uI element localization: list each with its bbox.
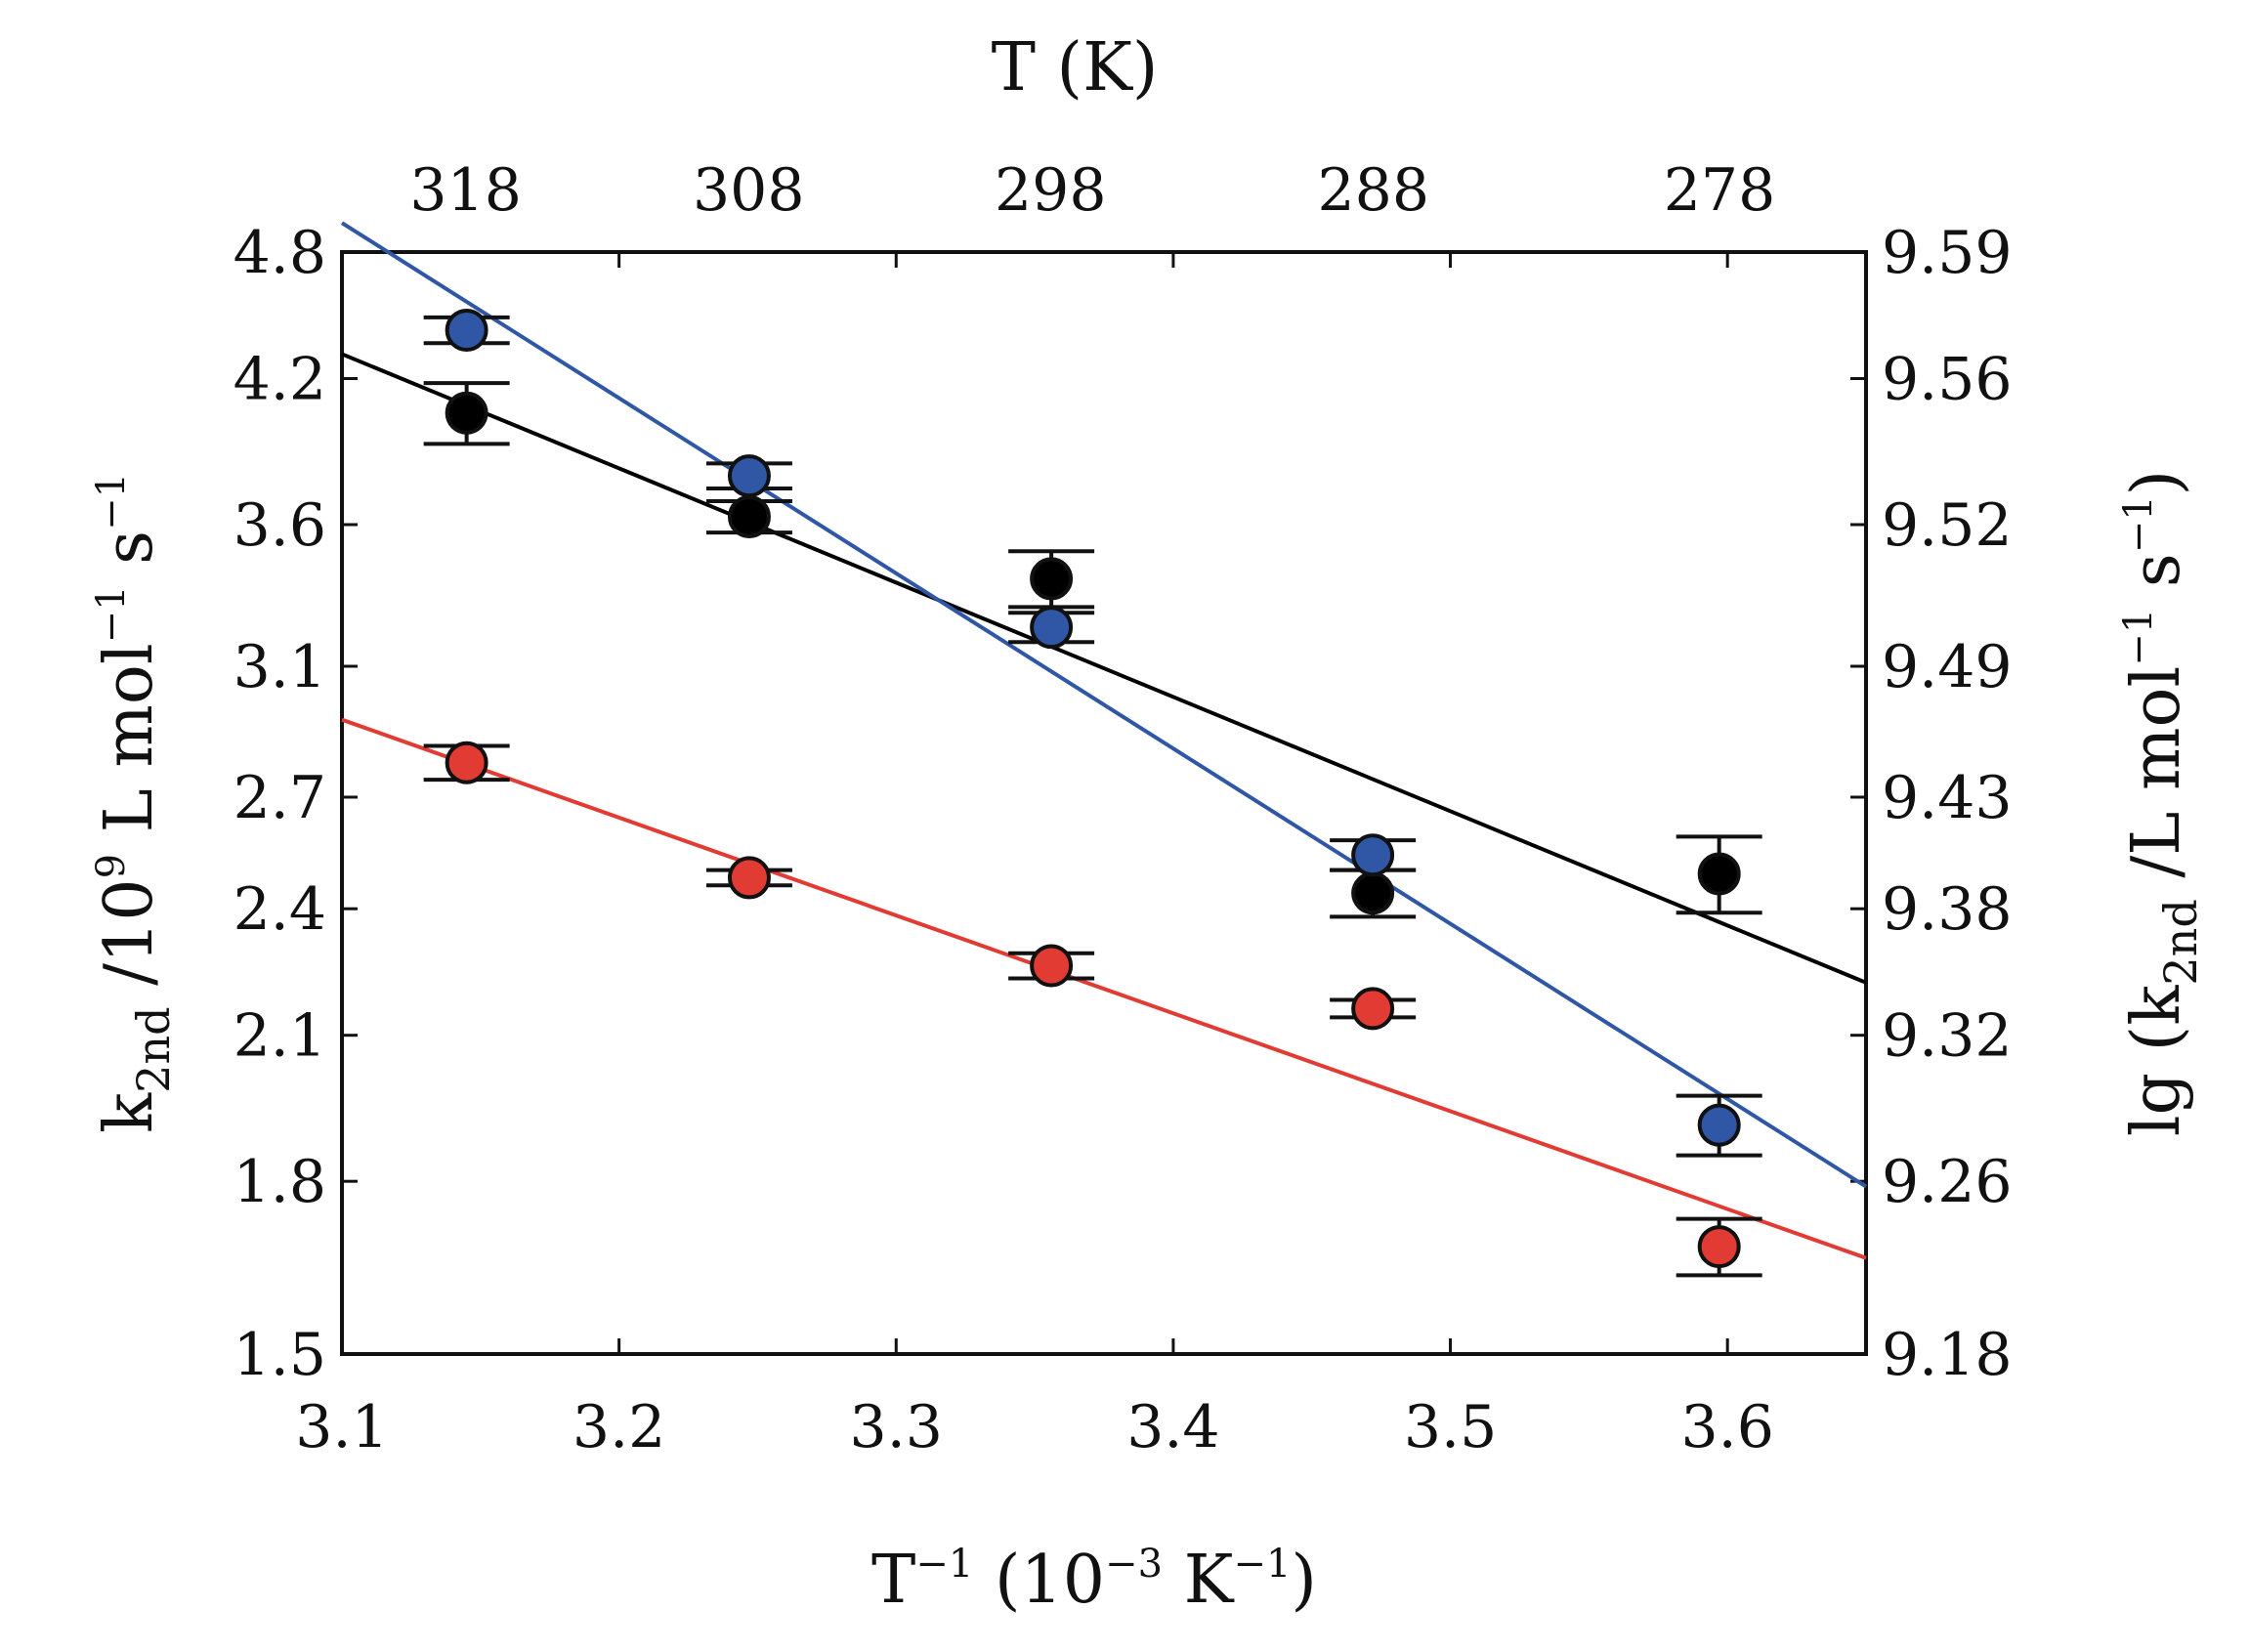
bottom-tick-label: 3.2	[573, 1393, 665, 1461]
top-axis-title: T (K)	[992, 29, 1159, 106]
right-tick-label: 9.56	[1882, 345, 2013, 413]
data-point-blue	[1030, 606, 1074, 650]
right-tick-label: 9.38	[1882, 875, 2013, 944]
left-axis-title: k2nd /109 L mol−1 s−1	[89, 473, 180, 1133]
left-tick-label: 2.1	[233, 1002, 326, 1071]
data-point-red	[1697, 1225, 1741, 1269]
fit-line-black	[341, 352, 1867, 985]
right-tick-label: 9.32	[1882, 1002, 2013, 1071]
data-point-black	[445, 391, 488, 435]
left-tick-label: 4.2	[233, 345, 326, 413]
data-point-black	[1030, 557, 1074, 601]
bottom-axis-title-t: T	[871, 1542, 915, 1619]
data-point-red	[1030, 944, 1074, 988]
plot-frame	[340, 250, 1868, 1356]
left-axis-title-mid2: L mol	[91, 643, 168, 854]
data-point-red	[445, 741, 488, 784]
right-axis-ticks: 9.18 9.26 9.32 9.38 9.43 9.49 9.52 9.56 9.59	[1850, 219, 2013, 1389]
left-tick-label: 4.8	[233, 219, 326, 287]
right-axis-title-end: )	[2118, 470, 2195, 496]
bottom-axis-title: T−1 (10−3 K−1)	[871, 1542, 1317, 1619]
right-axis-title-pre: lg (k	[2118, 985, 2195, 1136]
left-axis-title-sub: 2nd	[127, 1006, 180, 1092]
right-tick-label: 9.26	[1882, 1148, 2013, 1216]
bottom-tick-label: 3.4	[1126, 1393, 1219, 1461]
left-tick-label: 1.8	[233, 1148, 326, 1216]
right-axis-title-sup2: −1	[2116, 495, 2161, 553]
right-axis-title-mid: /L mol	[2118, 666, 2195, 899]
left-axis-title-mid3: s	[91, 530, 168, 586]
bottom-tick-label: 3.6	[1680, 1393, 1773, 1461]
left-axis-title-sup3: −1	[89, 473, 134, 530]
bottom-tick-label: 3.3	[850, 1393, 943, 1461]
fit-line-red	[341, 717, 1867, 1260]
left-tick-label: 2.4	[233, 875, 326, 944]
top-tick-label: 298	[995, 156, 1107, 225]
bottom-tick-label: 3.5	[1404, 1393, 1497, 1461]
left-axis-title-sup2: −1	[89, 585, 134, 643]
top-tick-label: 308	[693, 156, 805, 225]
fit-line-blue	[340, 221, 1868, 1189]
right-axis-title-sup: −1	[2116, 609, 2161, 666]
top-tick-label: 288	[1317, 156, 1429, 225]
right-tick-label: 9.43	[1882, 764, 2013, 832]
top-axis-ticks: 318 308 298 288 278	[409, 156, 1775, 225]
right-tick-label: 9.59	[1882, 219, 2013, 287]
right-tick-label: 9.52	[1882, 491, 2013, 560]
data-point-blue	[445, 308, 488, 352]
left-axis-ticks: 1.5 1.8 2.1 2.4 2.7 3.1 3.6 4.2 4.8	[233, 219, 358, 1389]
left-tick-label: 3.1	[233, 633, 326, 701]
bottom-axis-title-part2: (10	[973, 1542, 1105, 1619]
right-axis-title-sub: 2nd	[2154, 899, 2207, 985]
right-axis-title: lg (k2nd /L mol−1 s−1)	[2116, 470, 2207, 1136]
left-tick-label: 1.5	[233, 1321, 326, 1389]
data-point-blue	[727, 454, 771, 498]
bottom-axis-title-sup1: −1	[915, 1542, 973, 1587]
bottom-axis-title-sup2: −3	[1105, 1542, 1163, 1587]
left-axis-title-sup: 9	[89, 854, 134, 878]
top-tick-label: 278	[1664, 156, 1776, 225]
left-tick-label: 3.6	[233, 491, 326, 560]
data-point-blue	[1697, 1103, 1741, 1147]
data-point-black	[1351, 871, 1395, 915]
data-point-black	[727, 494, 771, 538]
bottom-axis-title-part3: K	[1163, 1542, 1235, 1619]
bottom-axis-title-sup3: −1	[1233, 1542, 1291, 1587]
data-point-red	[727, 856, 771, 900]
left-axis-title-mid: /10	[91, 878, 168, 1006]
left-axis-title-k: k	[91, 1092, 168, 1133]
data-point-red	[1351, 987, 1395, 1031]
bottom-axis-ticks: 3.1 3.2 3.3 3.4 3.5 3.6	[295, 252, 1774, 1461]
bottom-tick-label: 3.1	[295, 1393, 388, 1461]
data-point-blue	[1351, 833, 1395, 877]
right-tick-label: 9.18	[1882, 1321, 2013, 1389]
left-tick-label: 2.7	[233, 764, 326, 832]
data-point-black	[1697, 852, 1741, 896]
right-axis-title-mid2: s	[2118, 553, 2195, 609]
right-tick-label: 9.49	[1882, 633, 2013, 701]
fit-lines	[340, 221, 1868, 1260]
top-tick-label: 318	[409, 156, 522, 225]
data-points	[423, 308, 1762, 1278]
bottom-axis-title-end: )	[1291, 1542, 1317, 1619]
